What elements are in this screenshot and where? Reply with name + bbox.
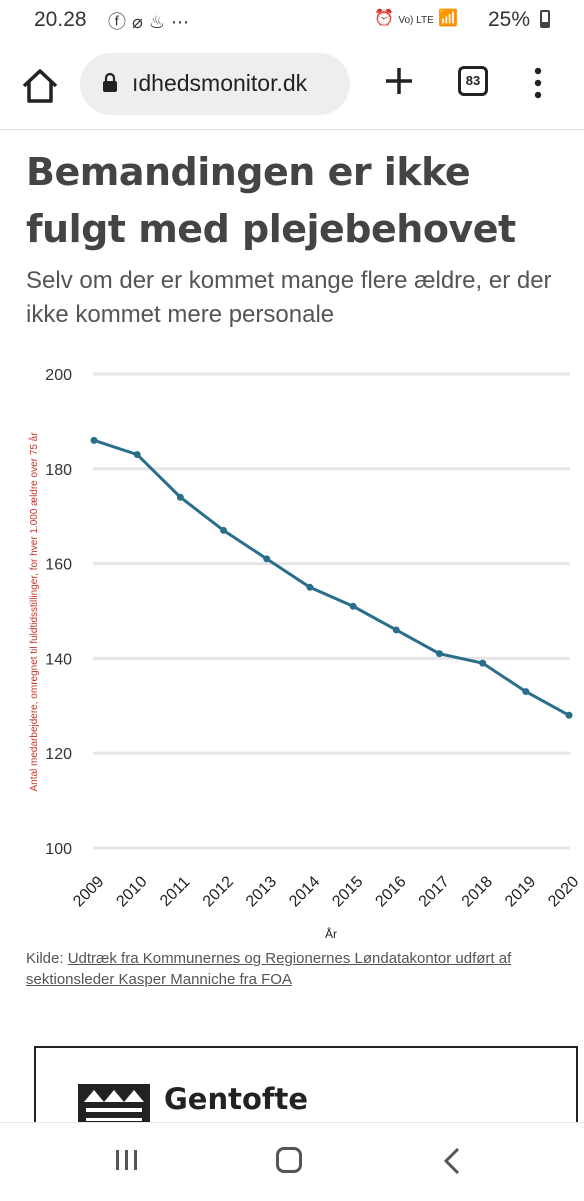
x-tick-label: 2011 (157, 874, 193, 910)
more-icon: ⋯ (170, 12, 195, 32)
data-point (133, 451, 141, 459)
x-axis-label: År (325, 926, 337, 941)
home-nav-icon[interactable] (276, 1147, 302, 1173)
x-tick-label: 2012 (200, 873, 237, 910)
series-line (93, 438, 570, 717)
new-tab-icon[interactable] (382, 64, 416, 98)
status-left-icons: ⓕ⌀♨⋯ (108, 8, 195, 34)
data-point (565, 711, 573, 719)
status-time: 20.28 (34, 8, 87, 31)
battery-level: 25% (488, 8, 531, 31)
data-point (176, 493, 184, 501)
x-tick-label: 2020 (545, 873, 582, 910)
data-point (306, 583, 314, 591)
volte-icon: Vo) LTE (398, 15, 434, 26)
recent-apps-icon[interactable] (114, 1149, 140, 1171)
x-tick-label: 2010 (113, 873, 150, 910)
data-point (522, 688, 530, 696)
x-tick-label: 2019 (502, 873, 539, 910)
source-prefix: Kilde: (26, 950, 68, 967)
toolbar-divider (0, 129, 584, 130)
lock-icon (103, 73, 117, 92)
menu-icon[interactable] (528, 66, 548, 100)
notification-icon: ♨ (148, 12, 171, 32)
url-text: ıdhedsmonitor.dk (132, 70, 308, 96)
back-icon[interactable] (442, 1147, 462, 1175)
x-tick-label: 2016 (372, 873, 409, 910)
alarm-icon: ⏰ (374, 10, 394, 27)
facebook-icon: ⓕ (108, 12, 132, 32)
ad-title: Gentofte (164, 1082, 309, 1116)
data-point (435, 650, 443, 658)
data-point (220, 526, 228, 534)
battery-icon (540, 10, 550, 28)
x-tick-label: 2013 (243, 873, 280, 910)
y-tick-label: 180 (45, 462, 72, 479)
y-tick-label: 140 (45, 651, 72, 668)
x-tick-label: 2009 (70, 873, 107, 910)
article-subheading: Selv om der er kommet mange flere ældre,… (26, 267, 552, 328)
address-bar[interactable]: ıdhedsmonitor.dk (80, 53, 350, 115)
x-tick-label: 2017 (416, 873, 453, 910)
status-bar: 20.28 ⓕ⌀♨⋯ ⏰ Vo) LTE 📶 25% (0, 0, 584, 40)
tab-switcher-button[interactable]: 83 (458, 66, 488, 96)
alarm-off-icon: ⌀ (132, 12, 149, 32)
data-point (349, 602, 357, 610)
x-tick-label: 2014 (286, 873, 323, 910)
home-icon[interactable] (20, 66, 60, 106)
article-headline: Bemandingen er ikke fulgt med plejebehov… (26, 150, 516, 251)
y-axis-label: Antal medarbejdere, omregnet til fuldtid… (28, 432, 40, 792)
y-tick-label: 160 (45, 557, 72, 574)
wifi-icon: 📶 (438, 10, 459, 27)
data-point (479, 659, 487, 667)
y-tick-label: 100 (45, 841, 72, 858)
y-tick-label: 120 (45, 746, 72, 763)
y-tick-label: 200 (45, 367, 72, 384)
source-link[interactable]: Udtræk fra Kommunernes og Regionernes Lø… (26, 950, 512, 988)
x-tick-label: 2018 (459, 873, 496, 910)
system-nav-bar (0, 1122, 584, 1201)
data-point (392, 626, 400, 634)
data-point (263, 555, 271, 563)
source-note: Kilde: Udtræk fra Kommunernes og Regione… (26, 948, 566, 990)
x-tick-label: 2015 (329, 873, 366, 910)
browser-toolbar: ıdhedsmonitor.dk 83 (0, 48, 584, 122)
status-right-icons: ⏰ Vo) LTE 📶 (374, 8, 458, 28)
data-point (90, 436, 98, 444)
